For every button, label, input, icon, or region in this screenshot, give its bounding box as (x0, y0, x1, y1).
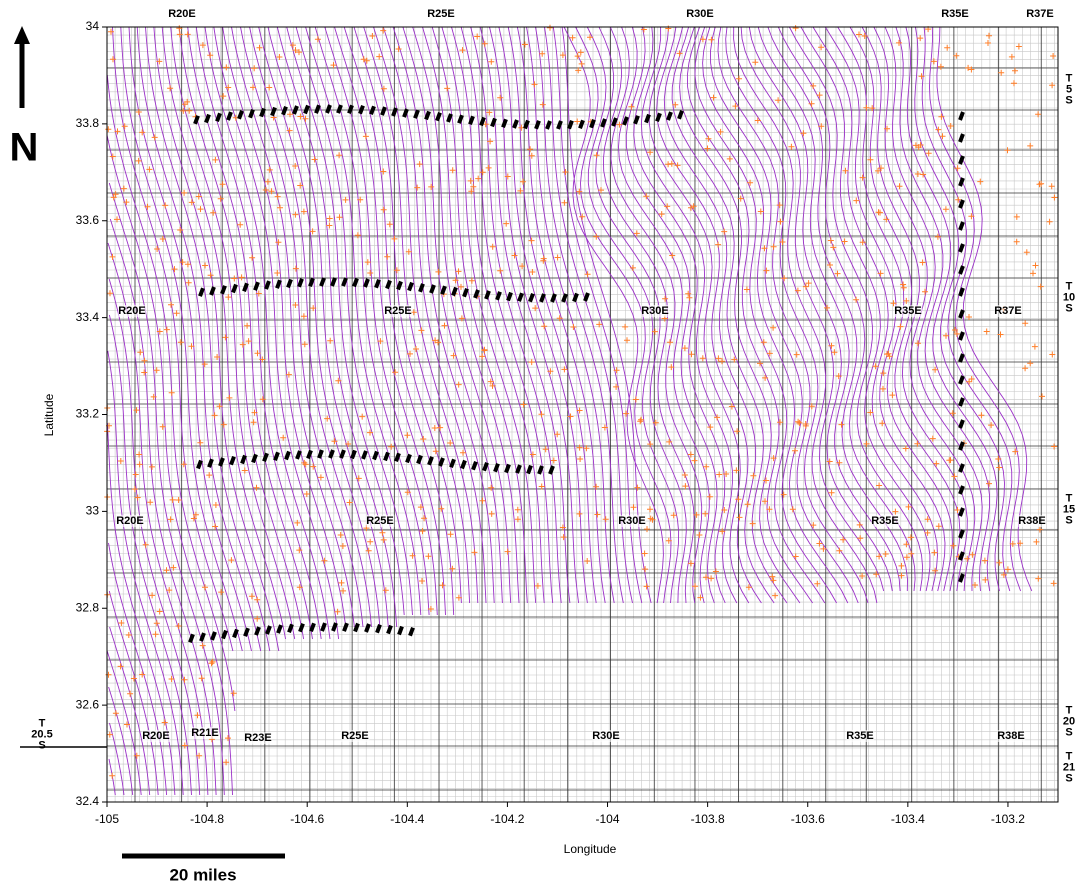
y-tick-label: 33.6 (76, 213, 100, 227)
x-tick-label: -104.2 (490, 812, 524, 826)
range-label: R23E (244, 732, 272, 744)
range-label: R38E (1018, 515, 1046, 527)
range-label: R30E (641, 305, 669, 317)
range-label: R35E (846, 730, 874, 742)
range-label: R25E (384, 305, 412, 317)
x-tick-label: -104.8 (190, 812, 224, 826)
township-label: T 5 S (1065, 72, 1073, 107)
scale-label: 20 miles (169, 865, 236, 884)
township-label: T 10 S (1062, 280, 1076, 315)
range-label: R25E (341, 730, 369, 742)
y-tick-label: 32.4 (76, 794, 100, 808)
contour-lines (106, 26, 1033, 796)
range-label: R30E (592, 730, 620, 742)
township-label: T 21 S (1062, 750, 1076, 785)
township-label: T 20.5 S (31, 717, 53, 752)
range-label: R20E (168, 8, 196, 20)
township-label: T 20 S (1062, 704, 1076, 739)
range-label: R30E (686, 8, 714, 20)
range-label: R37E (994, 305, 1022, 317)
range-label: R30E (618, 515, 646, 527)
range-label: R37E (1026, 8, 1054, 20)
north-arrowhead (14, 26, 30, 44)
range-label: R35E (871, 515, 899, 527)
plot-frame (106, 26, 1059, 803)
range-label: R35E (941, 8, 969, 20)
x-axis-label: Longitude (564, 842, 617, 856)
x-tick-label: -105 (95, 812, 119, 826)
x-tick-label: -103.4 (891, 812, 925, 826)
range-label: R21E (191, 727, 219, 739)
x-tick-label: -103.8 (691, 812, 725, 826)
range-label: R35E (894, 305, 922, 317)
x-tick-label: -103.2 (991, 812, 1025, 826)
y-tick-label: 33.8 (76, 116, 100, 130)
y-tick-label: 33 (86, 504, 100, 518)
township-label: T 15 S (1062, 492, 1076, 527)
well-markers (104, 24, 1058, 779)
y-tick-label: 32.8 (76, 600, 100, 614)
range-label: R20E (118, 305, 146, 317)
y-tick-label: 32.6 (76, 697, 100, 711)
section-grid (106, 26, 1058, 802)
range-label: R25E (427, 8, 455, 20)
x-tick-label: -104.4 (390, 812, 424, 826)
traverse-marks (188, 104, 965, 644)
range-label: R20E (142, 730, 170, 742)
x-tick-label: -104.6 (290, 812, 324, 826)
x-tick-label: -103.6 (791, 812, 825, 826)
range-label: R20E (116, 515, 144, 527)
y-tick-label: 33.4 (76, 310, 100, 324)
y-tick-label: 33.2 (76, 407, 100, 421)
township-grid (107, 27, 1058, 802)
x-tick-label: -104 (596, 812, 620, 826)
y-axis-label: Latitude (42, 393, 56, 436)
range-label: R25E (366, 515, 394, 527)
range-label: R38E (997, 730, 1025, 742)
north-label: N (10, 126, 39, 170)
y-tick-label: 34 (86, 19, 100, 33)
